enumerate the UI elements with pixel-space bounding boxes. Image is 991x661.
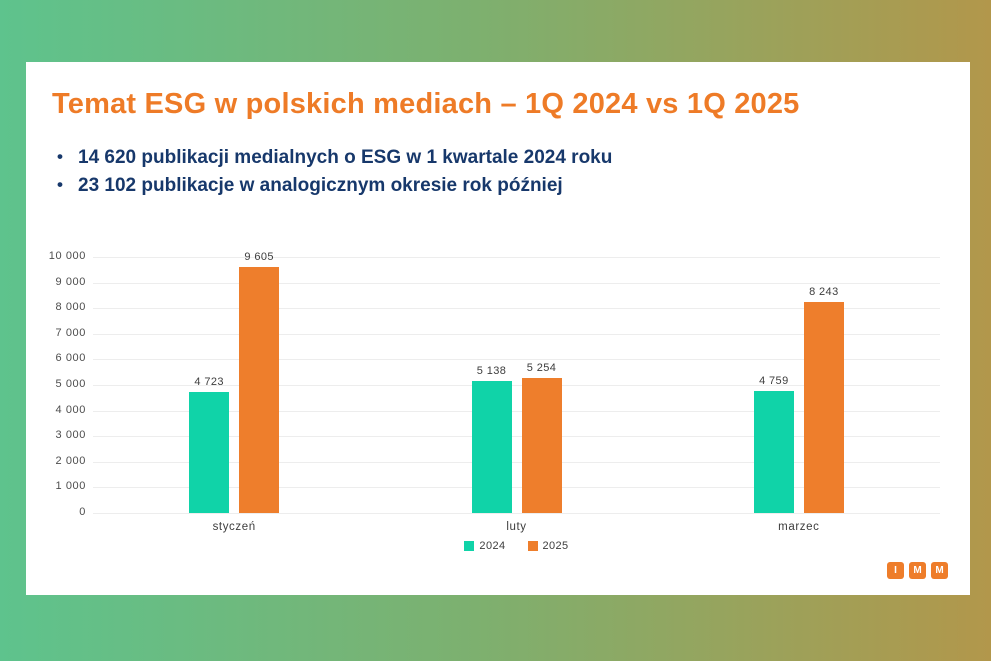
- bar-2025-marzec: [803, 301, 844, 513]
- summary-bullets: 14 620 publikacji medialnych o ESG w 1 k…: [52, 143, 612, 200]
- y-axis-tick-label: 0: [79, 506, 86, 518]
- x-axis-category-label: styczeń: [212, 521, 256, 533]
- y-gridline: [93, 487, 940, 489]
- bar-2025-luty: [521, 378, 562, 513]
- y-gridline: [93, 282, 940, 284]
- bar-2025-styczeń: [239, 267, 280, 513]
- y-gridline: [93, 333, 940, 335]
- bullet-item-2024: 14 620 publikacji medialnych o ESG w 1 k…: [52, 143, 612, 172]
- y-gridline: [93, 308, 940, 310]
- y-axis-tick-label: 6 000: [55, 352, 86, 365]
- bar-2024-styczeń: [189, 392, 230, 513]
- y-axis-tick-label: 1 000: [55, 480, 86, 493]
- bar-2024-marzec: [753, 391, 794, 513]
- x-axis-category-label: luty: [506, 521, 527, 533]
- y-axis-tick-label: 3 000: [55, 429, 86, 442]
- slide-card: Temat ESG w polskich mediach – 1Q 2024 v…: [26, 62, 970, 595]
- x-axis-category-label: marzec: [778, 521, 820, 533]
- imm-logo-tile-m: M: [909, 562, 926, 579]
- y-axis-tick-label: 7 000: [55, 326, 86, 339]
- legend-item-2024: 2024: [464, 540, 505, 552]
- y-axis-tick-label: 2 000: [55, 454, 86, 467]
- y-gridline: [93, 359, 940, 361]
- y-gridline: [93, 385, 940, 386]
- legend-item-2025: 2025: [527, 540, 569, 552]
- bullet-item-2025: 23 102 publikacje w analogicznym okresie…: [52, 171, 612, 200]
- y-axis-tick-label: 8 000: [55, 301, 86, 314]
- legend-swatch-2025: [527, 541, 538, 551]
- y-axis-tick-label: 9 000: [55, 275, 86, 288]
- legend-swatch-2024: [464, 541, 475, 551]
- bar-value-label: 8 243: [809, 285, 839, 298]
- y-axis-tick-label: 5 000: [55, 378, 86, 390]
- slide-title: Temat ESG w polskich mediach – 1Q 2024 v…: [52, 88, 800, 120]
- bar-value-label: 5 254: [526, 362, 557, 375]
- bar-value-label: 4 759: [759, 375, 789, 388]
- y-axis-tick-label: 4 000: [55, 403, 86, 416]
- legend-label: 2025: [542, 540, 569, 552]
- y-gridline: [93, 410, 940, 412]
- bar-value-label: 5 138: [476, 365, 507, 378]
- imm-logo-tile-i: I: [887, 562, 904, 579]
- bar-2024-luty: [471, 381, 512, 513]
- y-gridline: [93, 257, 940, 258]
- bar-chart: 0 1 000 2 000 3 000 4 000 5 000 6 000 7 000 8 00…: [26, 242, 970, 572]
- imm-logo-tile-m: M: [931, 562, 948, 579]
- bar-value-label: 9 605: [244, 251, 274, 264]
- y-gridline: [93, 436, 940, 438]
- y-axis-tick-label: 10 000: [48, 250, 86, 262]
- bar-value-label: 4 723: [194, 376, 224, 389]
- y-gridline: [93, 513, 940, 514]
- legend-label: 2024: [479, 540, 506, 552]
- y-gridline: [93, 461, 940, 463]
- chart-legend: 2024 2025: [93, 540, 940, 552]
